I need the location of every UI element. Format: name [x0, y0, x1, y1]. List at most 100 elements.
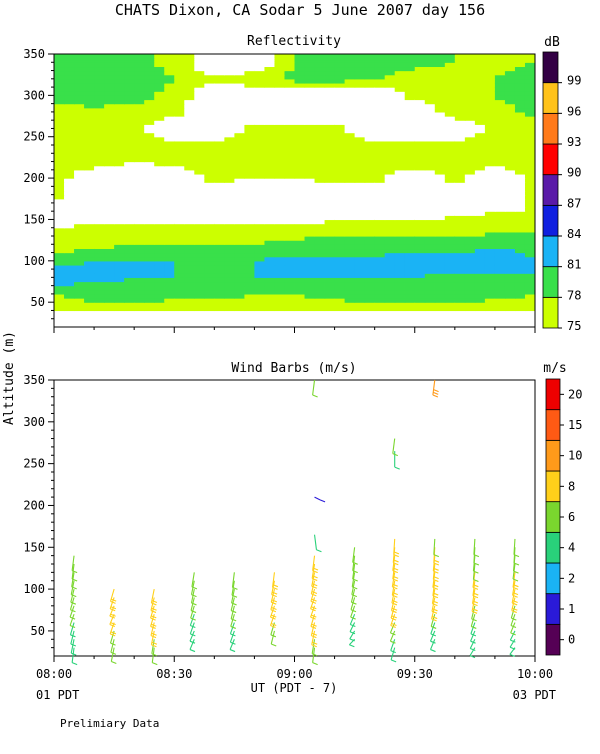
reflectivity-cell — [74, 136, 85, 142]
reflectivity-cell — [444, 157, 456, 163]
reflectivity-cell — [504, 87, 516, 92]
reflectivity-cell — [234, 302, 245, 307]
reflectivity-cell — [284, 58, 296, 61]
reflectivity-cell — [314, 223, 326, 229]
reflectivity-cell — [244, 281, 256, 287]
reflectivity-colorbar-label: 78 — [567, 288, 581, 302]
reflectivity-cell — [194, 207, 205, 212]
reflectivity-cell — [144, 227, 155, 233]
reflectivity-cell — [434, 124, 446, 130]
reflectivity-cell — [354, 289, 366, 295]
reflectivity-cell — [214, 128, 225, 134]
reflectivity-cell — [404, 149, 416, 154]
reflectivity-cell — [414, 153, 426, 159]
reflectivity-cell — [524, 219, 535, 225]
reflectivity-cell — [514, 99, 526, 105]
reflectivity-cell — [474, 140, 486, 146]
reflectivity-cell — [464, 111, 476, 117]
reflectivity-cell — [234, 256, 245, 262]
reflectivity-cell — [414, 269, 426, 274]
reflectivity-cell — [284, 157, 296, 163]
reflectivity-cell — [224, 169, 235, 175]
reflectivity-cell — [474, 74, 486, 80]
reflectivity-cell — [284, 120, 296, 125]
reflectivity-cell — [134, 136, 145, 142]
reflectivity-cell — [464, 157, 476, 163]
reflectivity-cell — [394, 281, 406, 287]
reflectivity-cell — [234, 219, 245, 225]
reflectivity-cell — [454, 182, 466, 187]
reflectivity-cell — [264, 293, 276, 299]
reflectivity-cell — [64, 281, 75, 287]
reflectivity-cell — [234, 186, 245, 192]
reflectivity-cell — [244, 273, 256, 278]
reflectivity-cell — [464, 120, 476, 125]
reflectivity-cell — [124, 99, 135, 105]
reflectivity-cell — [194, 219, 205, 225]
reflectivity-cell — [54, 302, 65, 307]
reflectivity-cell — [354, 128, 366, 134]
wind-barb — [430, 622, 437, 637]
reflectivity-cell — [124, 56, 135, 59]
reflectivity-cell — [224, 103, 235, 109]
reflectivity-cell — [404, 289, 416, 295]
reflectivity-cell — [164, 169, 175, 175]
reflectivity-cell — [524, 227, 535, 233]
reflectivity-cell — [234, 103, 245, 109]
reflectivity-cell — [124, 95, 135, 101]
reflectivity-cell — [74, 169, 85, 175]
reflectivity-cell — [134, 145, 145, 150]
reflectivity-cell — [404, 54, 416, 57]
reflectivity-cell — [254, 95, 266, 101]
reflectivity-cell — [504, 298, 516, 303]
reflectivity-cell — [294, 302, 306, 307]
reflectivity-cell — [54, 194, 65, 200]
reflectivity-cell — [434, 165, 446, 171]
reflectivity-cell — [484, 298, 496, 303]
reflectivity-cell — [204, 145, 215, 150]
reflectivity-cell — [474, 136, 486, 142]
reflectivity-cell — [224, 153, 235, 159]
reflectivity-cell — [244, 66, 256, 72]
reflectivity-cell — [394, 95, 406, 101]
reflectivity-cell — [94, 56, 105, 59]
reflectivity-cell — [494, 74, 506, 80]
reflectivity-cell — [184, 252, 195, 258]
reflectivity-cell — [424, 302, 436, 307]
reflectivity-cell — [374, 260, 386, 266]
reflectivity-cell — [94, 182, 105, 187]
reflectivity-cell — [384, 182, 396, 187]
reflectivity-cell — [304, 178, 316, 183]
reflectivity-cell — [364, 66, 376, 72]
reflectivity-cell — [114, 298, 125, 303]
reflectivity-cell — [204, 58, 215, 61]
reflectivity-cell — [74, 111, 85, 117]
reflectivity-cell — [284, 256, 296, 262]
reflectivity-cell — [394, 91, 406, 96]
reflectivity-cell — [144, 298, 155, 303]
reflectivity-cell — [244, 178, 256, 183]
reflectivity-cell — [264, 178, 276, 183]
wind-colorbar-swatch — [545, 409, 561, 441]
reflectivity-cell — [284, 260, 296, 266]
reflectivity-cell — [154, 277, 165, 283]
reflectivity-cell — [494, 227, 506, 233]
reflectivity-cell — [304, 128, 316, 134]
reflectivity-cell — [304, 252, 316, 258]
reflectivity-cell — [374, 82, 386, 88]
reflectivity-cell — [284, 293, 296, 299]
reflectivity-cell — [184, 264, 195, 270]
reflectivity-cell — [74, 223, 85, 229]
reflectivity-cell — [74, 273, 85, 278]
reflectivity-cell — [504, 95, 516, 101]
reflectivity-cell — [444, 165, 456, 171]
reflectivity-cell — [444, 256, 456, 262]
reflectivity-cell — [114, 54, 125, 57]
reflectivity-cell — [434, 227, 446, 233]
reflectivity-cell — [414, 60, 426, 63]
reflectivity-cell — [384, 136, 396, 142]
reflectivity-cell — [144, 252, 155, 258]
reflectivity-colorbar-swatch — [542, 296, 559, 329]
reflectivity-cell — [64, 54, 75, 57]
reflectivity-cell — [244, 256, 256, 262]
